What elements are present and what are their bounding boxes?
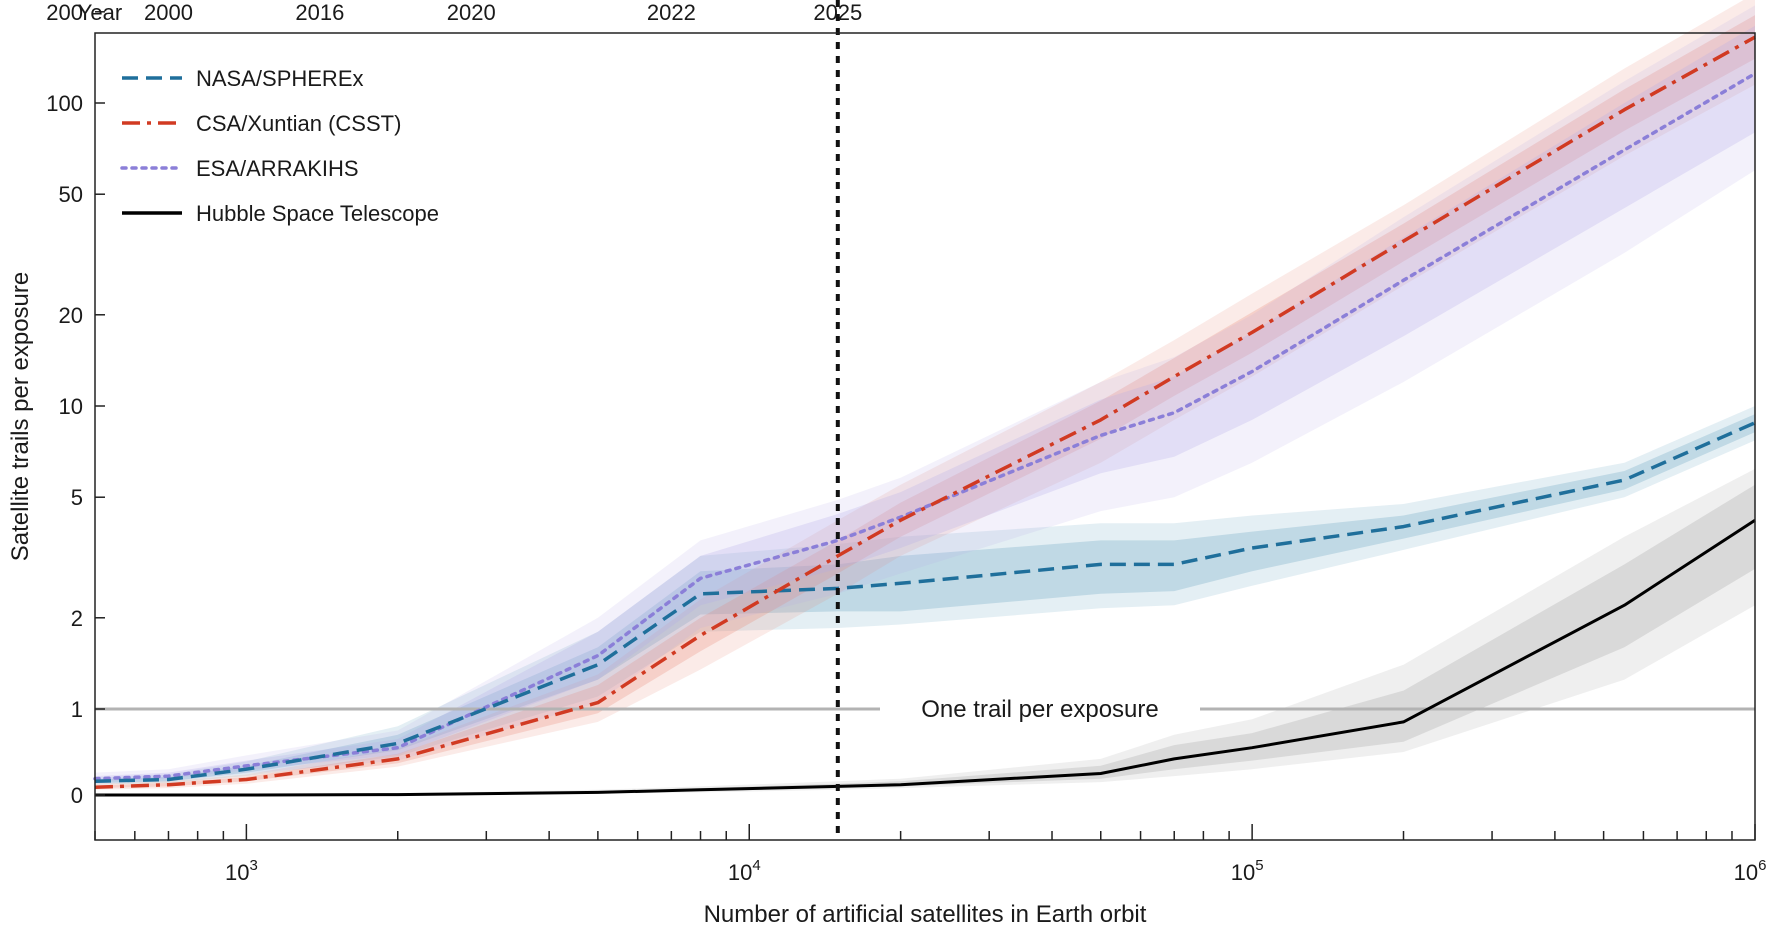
- legend-label: Hubble Space Telescope: [196, 201, 439, 226]
- series-lines: [93, 35, 1757, 797]
- series-line-csa-xuntian-csst: [94, 35, 1756, 790]
- y-tick-label: 2: [71, 606, 83, 631]
- x-axis-title: Number of artificial satellites in Earth…: [704, 901, 1147, 928]
- band-inner-3: [95, 484, 1755, 795]
- x-tick-exponent: 3: [249, 857, 257, 874]
- year-axis-label: Year: [78, 0, 122, 25]
- legend-label: ESA/ARRAKIHS: [196, 156, 359, 181]
- x-tick-label: 106: [1734, 857, 1767, 885]
- series-line-hubble-space-telescope: [95, 518, 1756, 797]
- band-inner-0: [95, 414, 1755, 783]
- band-outer-0: [95, 406, 1755, 785]
- y-tick-label: 20: [59, 303, 83, 328]
- y-tick-label: 5: [71, 485, 83, 510]
- y-tick-label: 1: [71, 697, 83, 722]
- y-tick-label: 100: [46, 91, 83, 116]
- x-tick-exponent: 5: [1255, 857, 1263, 874]
- band-outer-3: [95, 468, 1755, 795]
- legend-label: NASA/SPHEREx: [196, 66, 364, 91]
- year-tick-label: 2025: [813, 0, 862, 25]
- y-tick-label: 200: [46, 0, 83, 25]
- plot-frame: [94, 32, 1756, 841]
- year-tick-label: 2020: [447, 0, 496, 25]
- legend: NASA/SPHEREx CSA/Xuntian (CSST) ESA/ARRAKI…: [120, 66, 439, 226]
- x-tick-exponent: 6: [1758, 857, 1766, 874]
- confidence-bands: [95, 0, 1755, 795]
- x-axis: 103 104 105 106: [94, 824, 1767, 885]
- y-tick-label: 10: [59, 394, 83, 419]
- y-axis-title: Satellite trails per exposure: [7, 272, 34, 561]
- y-tick-label: 0: [71, 783, 83, 808]
- year-axis: 2000 2016 2020 2022 2025: [144, 0, 862, 25]
- legend-label: CSA/Xuntian (CSST): [196, 111, 401, 136]
- x-tick-exponent: 4: [752, 857, 760, 874]
- year-tick-label: 2022: [647, 0, 696, 25]
- y-axis: 0 1 2 5 10 20 50 100 200: [46, 0, 105, 808]
- series-line-esa-arrakihs: [93, 71, 1757, 781]
- year-tick-label: 2016: [295, 0, 344, 25]
- y-tick-label: 50: [59, 182, 83, 207]
- year-tick-label: 2000: [144, 0, 193, 25]
- one-trail-label: One trail per exposure: [921, 696, 1158, 723]
- series-line-nasa-spherex: [94, 421, 1756, 783]
- plot-border: [94, 32, 1756, 841]
